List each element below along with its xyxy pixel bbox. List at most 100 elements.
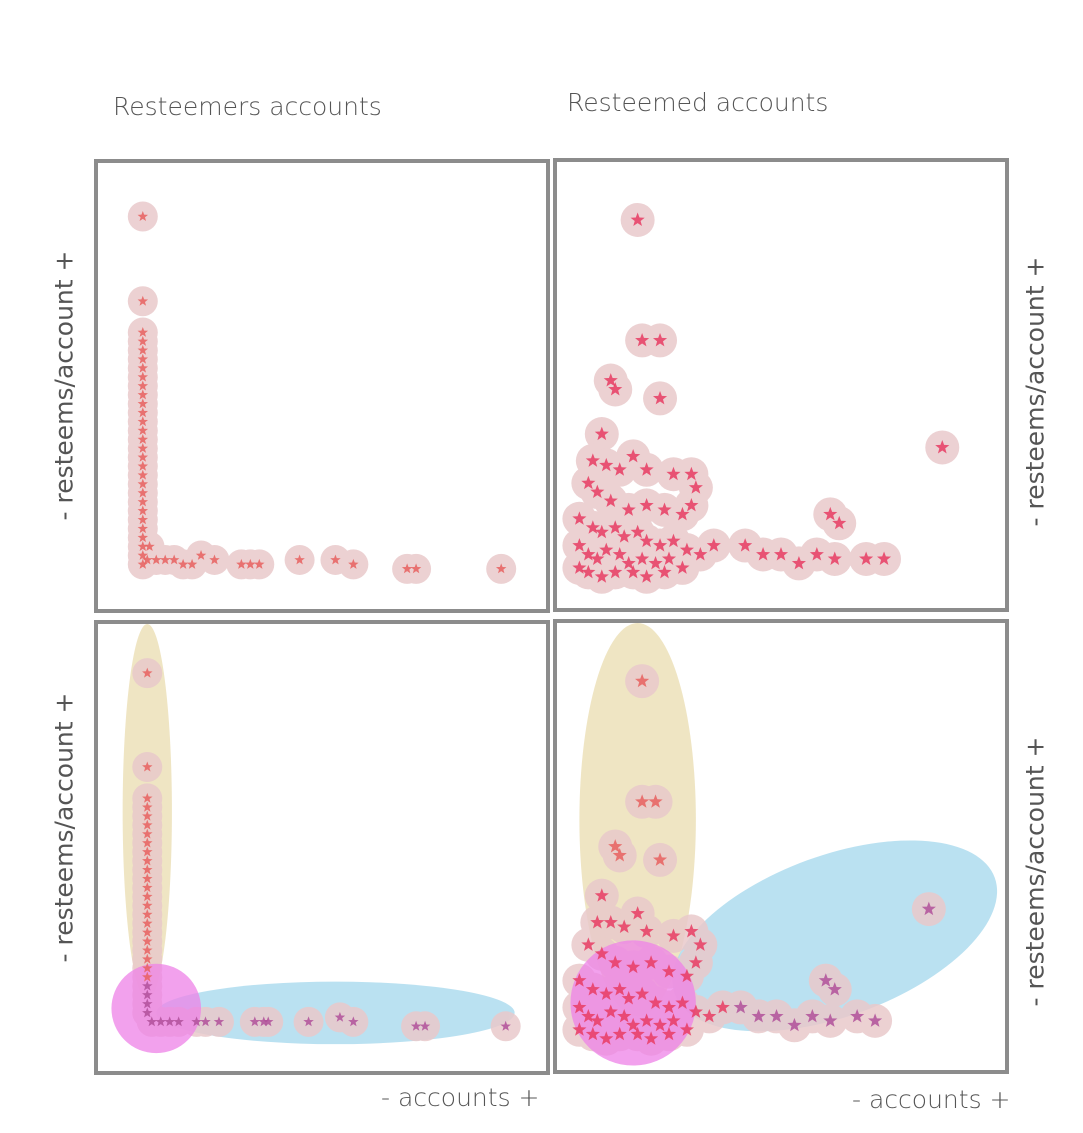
data-point (137, 451, 149, 462)
data-point (639, 569, 654, 583)
data-point (679, 968, 694, 983)
data-point (823, 506, 838, 521)
data-point (832, 515, 847, 530)
ylabel-bottom-right: - resteems/account + (1020, 736, 1050, 1007)
data-point (137, 211, 149, 221)
xlabel-bottom-left: - accounts + (381, 1083, 540, 1112)
data-point (635, 332, 650, 347)
data-point (330, 554, 341, 565)
column-title-resteemers: Resteemers accounts (113, 92, 382, 121)
data-point (245, 558, 256, 569)
data-point (773, 547, 789, 561)
data-point (876, 551, 892, 565)
cluster-blue-1 (672, 840, 998, 1032)
data-point (859, 551, 874, 565)
data-point (581, 1008, 596, 1023)
data-point (585, 453, 600, 467)
data-point (661, 551, 677, 565)
data-point (666, 533, 681, 548)
data-point (137, 353, 149, 364)
data-point (639, 1013, 654, 1027)
data-point (142, 837, 153, 848)
data-point (769, 1008, 784, 1023)
data-point (684, 466, 699, 481)
data-point (142, 855, 153, 866)
data-point (603, 493, 618, 507)
data-point (186, 558, 198, 569)
data-point (626, 564, 641, 579)
data-point (594, 888, 609, 902)
data-point (608, 564, 623, 579)
data-point (137, 549, 149, 560)
data-point (142, 667, 153, 678)
data-point (159, 554, 171, 565)
data-point (921, 901, 936, 916)
data-point (303, 1016, 314, 1027)
data-point (137, 295, 149, 306)
data-point (348, 1016, 359, 1027)
data-point (738, 538, 753, 552)
data-point (142, 882, 153, 893)
data-point (294, 554, 305, 565)
data-point (688, 480, 703, 494)
data-point (142, 761, 153, 772)
data-point (410, 563, 422, 574)
data-point (599, 986, 614, 1001)
data-point (594, 946, 609, 960)
data-point (495, 563, 507, 574)
data-point (137, 532, 149, 543)
data-point (706, 538, 721, 552)
data-point (652, 332, 668, 347)
data-point (827, 551, 842, 565)
scatter-bottom-right (562, 623, 998, 1066)
data-point (621, 555, 636, 570)
column-title-resteemed: Resteemed accounts (567, 88, 829, 117)
cluster-magenta-2 (111, 963, 202, 1054)
xlabel-bottom-right: - accounts + (852, 1085, 1011, 1114)
data-point (137, 541, 149, 552)
data-point (137, 407, 149, 418)
data-point (666, 1013, 681, 1027)
data-point (756, 547, 771, 561)
data-point (603, 1004, 618, 1018)
data-point (675, 995, 690, 1009)
data-point (621, 991, 636, 1005)
cluster-magenta-2 (570, 940, 696, 1066)
panel-top-right (553, 158, 1009, 612)
data-point (608, 839, 623, 853)
ylabel-top-right: - resteems/account + (1020, 256, 1050, 527)
ylabel-bottom-left: - resteems/account + (49, 692, 79, 963)
data-point (652, 538, 668, 552)
data-point (137, 496, 149, 507)
data-point (590, 551, 605, 565)
data-point (142, 935, 153, 946)
data-point (572, 560, 587, 574)
data-point (581, 564, 596, 579)
ylabel-top-left: - resteems/account + (49, 250, 79, 521)
data-point (639, 533, 654, 548)
data-point (572, 1000, 587, 1014)
data-point (818, 973, 833, 987)
data-point (612, 547, 627, 561)
data-point (200, 1016, 211, 1027)
data-point (823, 1013, 838, 1027)
data-point (661, 1026, 677, 1041)
data-point (401, 563, 413, 574)
data-point (626, 448, 641, 463)
data-point (648, 555, 663, 570)
data-point (787, 1017, 802, 1032)
data-point (594, 426, 609, 441)
data-point (657, 564, 672, 579)
data-point (137, 371, 149, 382)
data-point (209, 554, 220, 565)
data-point (142, 917, 153, 928)
data-point (702, 1008, 717, 1023)
data-point (648, 794, 663, 808)
scatter-bottom-left (111, 624, 521, 1054)
data-point (805, 1008, 820, 1023)
data-point (236, 558, 247, 569)
data-point (661, 964, 677, 978)
data-point (599, 457, 614, 472)
data-point (419, 1020, 431, 1031)
data-point (585, 520, 600, 534)
